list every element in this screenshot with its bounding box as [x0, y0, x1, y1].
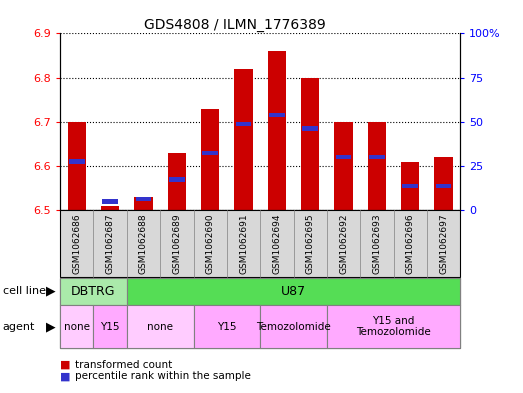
Bar — [368, 122, 386, 210]
Text: percentile rank within the sample: percentile rank within the sample — [75, 371, 251, 382]
Bar — [134, 197, 153, 210]
Bar — [236, 122, 252, 126]
Text: none: none — [147, 321, 173, 332]
Bar — [401, 162, 419, 210]
Bar — [103, 199, 118, 204]
Text: GDS4808 / ILMN_1776389: GDS4808 / ILMN_1776389 — [144, 18, 326, 32]
Text: GSM1062696: GSM1062696 — [406, 213, 415, 274]
Text: Temozolomide: Temozolomide — [256, 321, 331, 332]
Text: transformed count: transformed count — [75, 360, 172, 370]
Bar — [435, 157, 453, 210]
Text: ▶: ▶ — [47, 320, 56, 333]
Bar — [334, 122, 353, 210]
Text: ■: ■ — [60, 360, 71, 370]
Bar — [402, 184, 418, 188]
Text: agent: agent — [3, 321, 35, 332]
Text: GSM1062688: GSM1062688 — [139, 213, 148, 274]
Bar — [202, 151, 218, 155]
Text: GSM1062686: GSM1062686 — [72, 213, 81, 274]
Text: GSM1062691: GSM1062691 — [239, 213, 248, 274]
Text: U87: U87 — [281, 285, 306, 298]
Bar — [69, 160, 85, 164]
Bar — [369, 155, 385, 160]
Bar — [269, 113, 285, 118]
Text: GSM1062689: GSM1062689 — [173, 213, 181, 274]
Bar — [436, 184, 451, 188]
Bar — [168, 153, 186, 210]
Text: GSM1062693: GSM1062693 — [372, 213, 381, 274]
Text: GSM1062687: GSM1062687 — [106, 213, 115, 274]
Text: Y15: Y15 — [217, 321, 236, 332]
Text: Y15: Y15 — [100, 321, 120, 332]
Text: GSM1062695: GSM1062695 — [306, 213, 315, 274]
Text: ▶: ▶ — [47, 285, 56, 298]
Text: GSM1062697: GSM1062697 — [439, 213, 448, 274]
Bar — [67, 122, 86, 210]
Text: GSM1062690: GSM1062690 — [206, 213, 214, 274]
Bar — [169, 177, 185, 182]
Text: Y15 and
Temozolomide: Y15 and Temozolomide — [356, 316, 431, 337]
Text: GSM1062692: GSM1062692 — [339, 213, 348, 274]
Bar — [234, 69, 253, 210]
Text: cell line: cell line — [3, 286, 46, 296]
Text: GSM1062694: GSM1062694 — [272, 213, 281, 274]
Bar — [201, 108, 219, 210]
Bar — [268, 51, 286, 210]
Text: DBTRG: DBTRG — [71, 285, 116, 298]
Bar — [301, 78, 320, 210]
Bar — [336, 155, 351, 160]
Bar — [101, 206, 119, 210]
Bar — [135, 197, 151, 201]
Text: none: none — [64, 321, 90, 332]
Bar — [302, 126, 318, 131]
Text: ■: ■ — [60, 371, 71, 382]
